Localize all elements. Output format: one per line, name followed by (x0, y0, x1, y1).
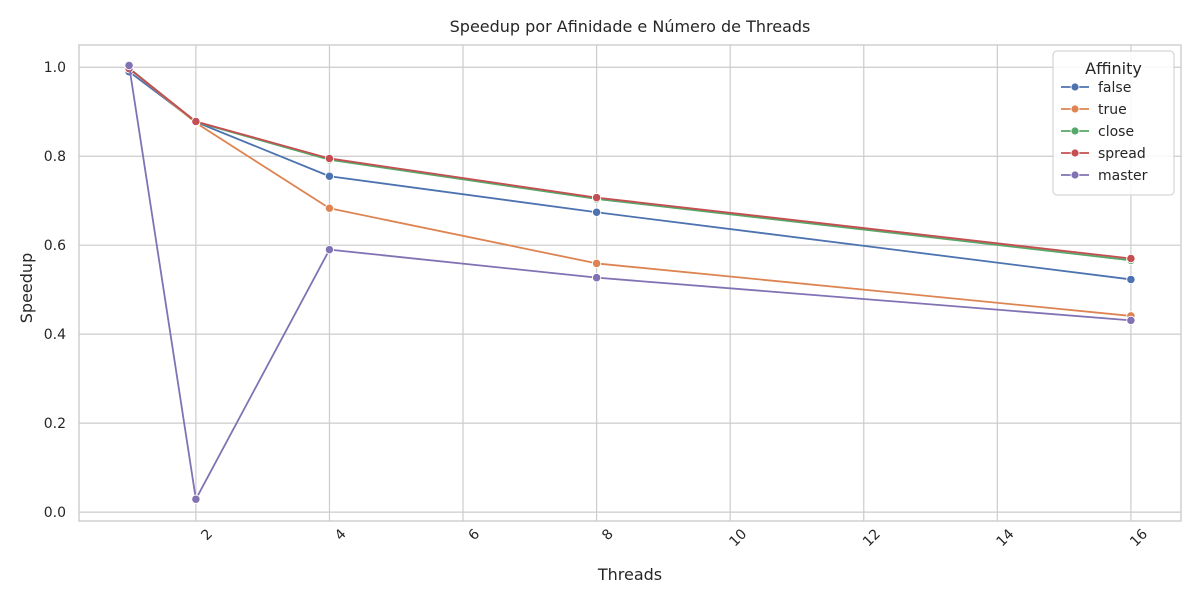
legend-swatch-marker (1070, 104, 1080, 114)
grid (79, 45, 1181, 521)
series-line-spread (128, 67, 1132, 260)
y-tick-label: 1.0 (44, 60, 66, 76)
legend-label: close (1098, 124, 1134, 140)
legend-item-false: false (1061, 80, 1131, 96)
series-close (124, 63, 1136, 265)
legend-swatch-marker (1070, 126, 1080, 136)
series-false (124, 67, 1136, 285)
data-point (591, 273, 602, 283)
x-tick-label: 4 (332, 526, 350, 544)
data-point (1126, 315, 1136, 326)
series-true (124, 63, 1136, 321)
x-tick-label: 10 (726, 526, 750, 550)
series-master (124, 60, 1136, 504)
data-point (591, 258, 602, 269)
legend-label: true (1098, 102, 1127, 118)
legend-swatch-marker (1070, 170, 1080, 180)
series-line-close (128, 67, 1132, 262)
x-axis-label: Threads (597, 565, 662, 584)
data-point (591, 207, 602, 217)
legend-label: master (1098, 168, 1148, 184)
plot-frame (78, 44, 1182, 522)
x-tick-label: 2 (198, 526, 216, 544)
data-point (124, 60, 134, 71)
legend-label: false (1098, 80, 1131, 96)
y-axis-label: Speedup (17, 253, 36, 323)
legend-title: Affinity (1085, 59, 1142, 78)
legend-swatch-marker (1070, 148, 1080, 158)
y-tick-label: 0.4 (44, 327, 66, 343)
series-line-true (128, 67, 1131, 317)
data-point (1126, 253, 1136, 264)
data-point (324, 153, 335, 164)
chart-title: Speedup por Afinidade e Número de Thread… (450, 17, 811, 36)
legend-item-spread: spread (1061, 146, 1146, 162)
data-point (591, 192, 602, 203)
tick-labels: 2 4 6 8 10 12 14 16 0.0 0.2 0.4 0.6 0.8 1.0 (44, 60, 1151, 550)
data-point (191, 494, 201, 504)
data-point (1126, 274, 1136, 285)
x-tick-label: 6 (466, 526, 484, 544)
x-tick-label: 12 (860, 526, 884, 550)
legend-swatch-marker (1070, 82, 1080, 92)
x-tick-label: 14 (994, 526, 1018, 550)
legend-item-master: master (1061, 168, 1148, 184)
y-tick-label: 0.0 (44, 505, 66, 521)
x-tick-label: 8 (599, 526, 617, 544)
series-group (124, 60, 1136, 504)
legend-item-true: true (1061, 102, 1127, 118)
data-point (324, 203, 335, 213)
series-line-master (128, 65, 1131, 501)
legend: Affinity false true close spread master (1052, 50, 1175, 196)
axes-frame (78, 44, 1182, 522)
x-tick-label: 16 (1127, 526, 1151, 550)
data-point (324, 244, 335, 255)
data-point (324, 171, 335, 181)
y-tick-label: 0.2 (44, 416, 66, 432)
y-tick-label: 0.8 (44, 149, 66, 165)
data-point (191, 116, 201, 127)
legend-label: spread (1098, 146, 1146, 162)
legend-item-close: close (1061, 124, 1134, 140)
series-spread (124, 63, 1136, 264)
y-tick-label: 0.6 (44, 238, 66, 254)
